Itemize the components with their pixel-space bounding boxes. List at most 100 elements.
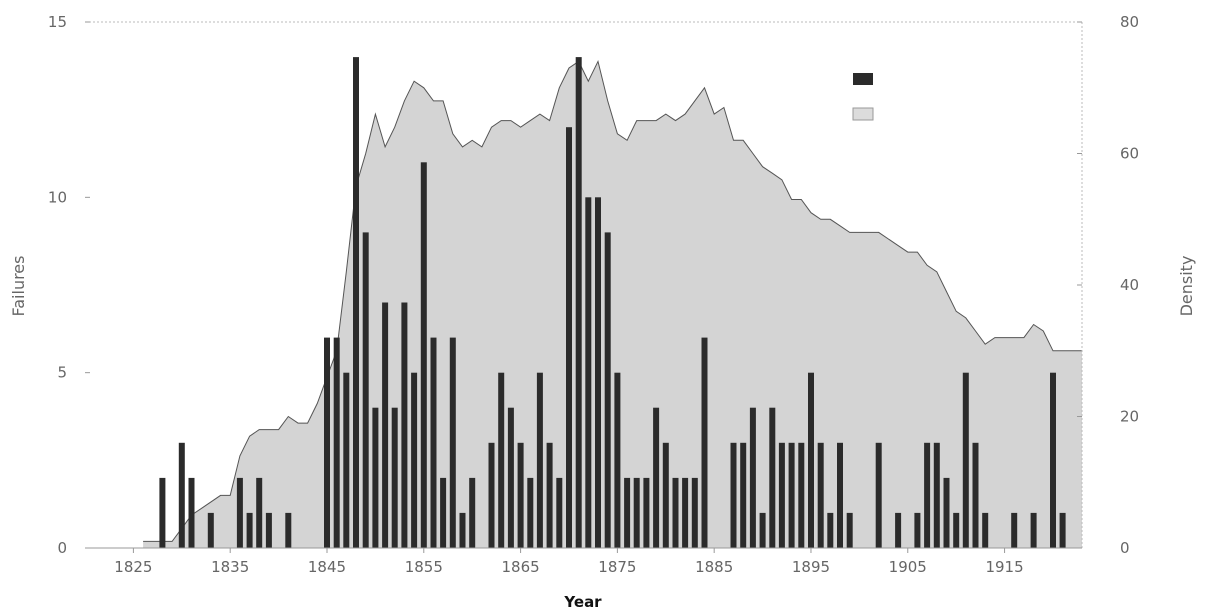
x-tick-label: 1835 — [211, 558, 249, 576]
failure-bar — [672, 477, 679, 548]
legend — [852, 73, 874, 121]
failure-bar — [982, 512, 989, 548]
y2-tick-label: 80 — [1120, 13, 1139, 31]
failure-bar — [585, 197, 592, 549]
failure-bar — [817, 442, 824, 548]
failure-bar — [691, 477, 698, 548]
x-tick-label: 1865 — [501, 558, 539, 576]
failure-bar — [759, 512, 766, 548]
failure-bar — [256, 477, 263, 548]
failure-bar — [391, 407, 398, 548]
failure-bar — [633, 477, 640, 548]
y2-tick-label: 20 — [1120, 408, 1139, 426]
failure-bar — [846, 512, 853, 548]
failure-bar — [653, 407, 660, 548]
failure-bar — [730, 442, 737, 548]
failure-bar — [159, 477, 166, 548]
failures-bar-layer — [159, 57, 1066, 549]
x-tick-label: 1855 — [405, 558, 443, 576]
failure-bar — [382, 302, 389, 548]
failure-bar — [962, 372, 969, 548]
failure-bar — [798, 442, 805, 548]
failure-bar — [662, 442, 669, 548]
failure-bar — [236, 477, 243, 548]
failure-bar — [459, 512, 466, 548]
failure-bar — [362, 232, 369, 548]
failure-bar — [1050, 372, 1056, 548]
failure-bar — [566, 127, 572, 548]
y2-tick-label: 60 — [1120, 145, 1139, 163]
failure-bar — [188, 477, 195, 548]
failure-bar — [498, 372, 505, 548]
failure-bar — [595, 197, 601, 549]
failure-bar — [178, 442, 185, 548]
failure-bar — [788, 442, 795, 548]
y-tick-label: 5 — [57, 364, 67, 382]
y2-axis-title: Density — [1177, 256, 1196, 317]
failure-bar — [324, 337, 330, 548]
y-tick-label: 15 — [48, 13, 67, 31]
failure-bar — [933, 442, 940, 548]
failure-bar — [265, 512, 272, 548]
failure-bar — [1059, 512, 1066, 548]
failure-bar — [749, 407, 756, 548]
failure-bar — [246, 512, 253, 548]
failure-bar — [546, 442, 553, 548]
failure-bar — [914, 512, 921, 548]
failure-bar — [1030, 512, 1037, 548]
y2-tick-label: 0 — [1120, 539, 1130, 557]
axes: 1825 1835 1845 1855 1865 1875 1885 1895 1905 1915… — [48, 13, 1139, 576]
failure-bar — [536, 372, 543, 548]
failure-bar — [614, 372, 621, 548]
failure-bar — [430, 337, 437, 548]
legend-swatch-density — [852, 107, 874, 121]
failure-bar — [372, 407, 379, 548]
failure-bar — [401, 302, 408, 548]
failure-bar — [740, 442, 747, 548]
failure-bar — [440, 477, 447, 548]
failure-bar — [953, 512, 960, 548]
failure-bar — [575, 57, 582, 548]
failure-bar — [827, 512, 834, 548]
failure-bar — [469, 477, 476, 548]
x-tick-label: 1915 — [985, 558, 1023, 576]
failure-bar — [604, 232, 611, 548]
y-axis-title: Failures — [9, 256, 28, 317]
failure-bar — [769, 407, 776, 548]
failure-bar — [682, 477, 689, 548]
failure-bar — [343, 372, 350, 548]
failure-bar — [701, 337, 708, 548]
x-tick-label: 1895 — [792, 558, 830, 576]
failure-bar — [420, 162, 427, 549]
failure-bar — [285, 512, 292, 548]
failure-bar — [624, 477, 631, 548]
failure-bar — [924, 442, 931, 548]
failure-bar — [808, 372, 814, 548]
failure-bar — [527, 477, 534, 548]
failure-bar — [353, 57, 359, 548]
y-tick-label: 0 — [57, 539, 67, 557]
x-tick-label: 1905 — [889, 558, 927, 576]
failure-bar — [507, 407, 514, 548]
failure-bar — [488, 442, 495, 548]
failure-bar — [411, 372, 418, 548]
failure-bar — [517, 442, 524, 548]
failure-bar — [837, 442, 843, 548]
failure-bar — [875, 442, 882, 548]
failure-bar — [895, 512, 902, 548]
failure-bar — [333, 337, 340, 548]
x-axis-title: Year — [563, 593, 602, 611]
failure-bar — [972, 442, 979, 548]
x-tick-label: 1825 — [114, 558, 152, 576]
failure-bar — [449, 337, 456, 548]
y2-tick-label: 40 — [1120, 276, 1139, 294]
failure-bar — [643, 477, 650, 548]
x-tick-label: 1885 — [695, 558, 733, 576]
x-tick-label: 1845 — [308, 558, 346, 576]
y-tick-label: 10 — [48, 188, 67, 206]
failure-bar — [207, 512, 214, 548]
legend-swatch-failures — [853, 73, 873, 85]
failure-bar — [943, 477, 950, 548]
failure-bar — [778, 442, 785, 548]
